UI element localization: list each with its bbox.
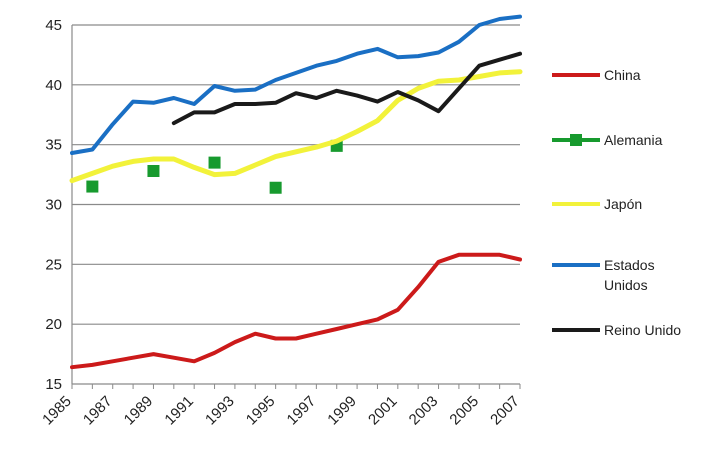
series-line-reino-unido <box>171 51 522 126</box>
legend-marker-alemania <box>570 134 582 146</box>
series-line-china <box>70 252 522 370</box>
y-tick-label: 30 <box>45 197 62 214</box>
y-tick-label: 20 <box>45 316 62 333</box>
point-alemania <box>208 156 221 169</box>
y-tick-label: 45 <box>45 17 62 34</box>
x-tick-label: 1995 <box>243 393 279 429</box>
legend: China Alemania Japón Estados Unidos Reino Uni… <box>552 67 681 338</box>
series-line-estados-unidos <box>70 14 522 155</box>
x-tick-label: 1985 <box>39 393 75 429</box>
gridlines <box>72 24 520 325</box>
point-alemania <box>86 180 99 193</box>
y-axis-tick-labels: 15 20 25 30 35 40 45 <box>45 17 62 393</box>
legend-label-china: China <box>604 67 641 83</box>
x-tick-label: 1987 <box>80 393 116 429</box>
x-axis-tick-labels: 1985 1987 1989 1991 1993 1995 1997 1999 2001 2003… <box>39 393 523 429</box>
legend-label-alemania: Alemania <box>604 132 663 148</box>
x-tick-label: 1993 <box>202 393 238 429</box>
x-tick-label: 1991 <box>161 393 197 429</box>
y-tick-label: 15 <box>45 376 62 393</box>
point-alemania <box>269 181 282 194</box>
x-tick-label: 2005 <box>446 393 482 429</box>
y-tick-label: 40 <box>45 77 62 94</box>
legend-label-estados-unidos: Estados Unidos <box>604 257 655 293</box>
x-tick-label: 1997 <box>284 393 320 429</box>
x-tick-label: 2001 <box>365 393 401 429</box>
point-alemania <box>147 164 160 177</box>
x-tick-label: 2007 <box>487 393 523 429</box>
x-tick-label: 2003 <box>406 393 442 429</box>
legend-label-reino-unido: Reino Unido <box>604 322 681 338</box>
x-tick-label: 1989 <box>121 393 157 429</box>
axes <box>71 25 521 389</box>
series-line-jap-n <box>69 69 523 184</box>
legend-label-jap-n: Japón <box>604 196 642 212</box>
series-layer <box>69 14 523 370</box>
y-tick-label: 25 <box>45 256 62 273</box>
x-tick-label: 1999 <box>324 393 360 429</box>
y-tick-label: 35 <box>45 137 62 154</box>
